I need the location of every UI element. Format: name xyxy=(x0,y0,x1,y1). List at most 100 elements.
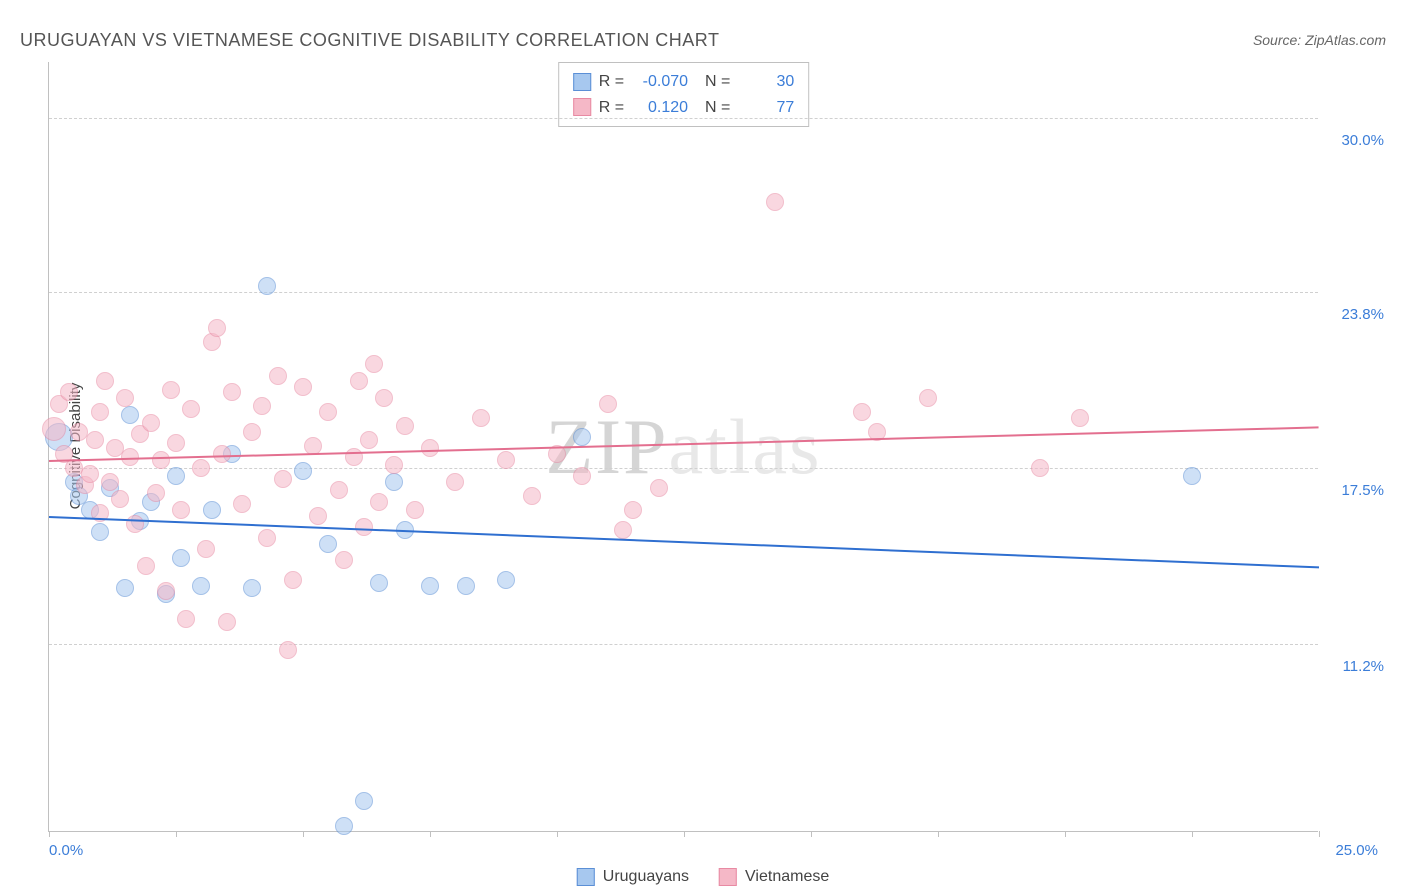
data-point xyxy=(853,403,871,421)
source-label: Source: ZipAtlas.com xyxy=(1253,32,1386,48)
y-tick-label: 23.8% xyxy=(1341,306,1384,323)
n-label: N = xyxy=(696,95,730,121)
data-point xyxy=(309,507,327,525)
x-tick-mark xyxy=(1319,831,1320,837)
data-point xyxy=(319,535,337,553)
data-point xyxy=(573,428,591,446)
data-point xyxy=(919,389,937,407)
data-point xyxy=(126,515,144,533)
data-point xyxy=(86,431,104,449)
data-point xyxy=(350,372,368,390)
x-tick-label-min: 0.0% xyxy=(49,842,83,859)
data-point xyxy=(243,579,261,597)
n-value-vietnamese: 77 xyxy=(738,95,794,121)
data-point xyxy=(355,792,373,810)
n-label: N = xyxy=(696,69,730,95)
data-point xyxy=(172,501,190,519)
legend-swatch-vietnamese xyxy=(719,868,737,886)
data-point xyxy=(192,577,210,595)
data-point xyxy=(1031,459,1049,477)
r-label: R = xyxy=(599,95,624,121)
data-point xyxy=(172,549,190,567)
data-point xyxy=(162,381,180,399)
data-point xyxy=(182,400,200,418)
data-point xyxy=(284,571,302,589)
data-point xyxy=(573,467,591,485)
data-point xyxy=(213,445,231,463)
gridline xyxy=(49,644,1318,645)
data-point xyxy=(421,577,439,595)
data-point xyxy=(360,431,378,449)
data-point xyxy=(650,479,668,497)
chart-container: URUGUAYAN VS VIETNAMESE COGNITIVE DISABI… xyxy=(0,0,1406,892)
x-tick-mark xyxy=(430,831,431,837)
data-point xyxy=(167,467,185,485)
data-point xyxy=(197,540,215,558)
data-point xyxy=(375,389,393,407)
y-tick-label: 17.5% xyxy=(1341,482,1384,499)
data-point xyxy=(111,490,129,508)
data-point xyxy=(624,501,642,519)
data-point xyxy=(223,383,241,401)
data-point xyxy=(152,451,170,469)
legend-swatch-uruguayans xyxy=(577,868,595,886)
data-point xyxy=(406,501,424,519)
data-point xyxy=(370,574,388,592)
data-point xyxy=(472,409,490,427)
data-point xyxy=(192,459,210,477)
data-point xyxy=(60,383,78,401)
x-tick-mark xyxy=(49,831,50,837)
r-label: R = xyxy=(599,69,624,95)
data-point xyxy=(599,395,617,413)
data-point xyxy=(385,456,403,474)
data-point xyxy=(177,610,195,628)
data-point xyxy=(269,367,287,385)
data-point xyxy=(446,473,464,491)
data-point xyxy=(345,448,363,466)
data-point xyxy=(157,582,175,600)
data-point xyxy=(258,277,276,295)
data-point xyxy=(142,414,160,432)
data-point xyxy=(116,389,134,407)
legend-label-vietnamese: Vietnamese xyxy=(745,868,829,886)
y-tick-label: 11.2% xyxy=(1343,658,1384,675)
data-point xyxy=(137,557,155,575)
plot-area: ZIPatlas R = -0.070 N = 30 R = 0.120 N =… xyxy=(48,62,1318,832)
data-point xyxy=(370,493,388,511)
x-tick-mark xyxy=(176,831,177,837)
data-point xyxy=(421,439,439,457)
trendline xyxy=(49,426,1319,462)
data-point xyxy=(385,473,403,491)
data-point xyxy=(335,817,353,835)
header: URUGUAYAN VS VIETNAMESE COGNITIVE DISABI… xyxy=(20,20,1386,60)
data-point xyxy=(294,462,312,480)
data-point xyxy=(497,571,515,589)
x-tick-mark xyxy=(1192,831,1193,837)
x-tick-mark xyxy=(938,831,939,837)
data-point xyxy=(258,529,276,547)
y-tick-label: 30.0% xyxy=(1341,132,1384,149)
r-value-uruguayans: -0.070 xyxy=(632,69,688,95)
data-point xyxy=(274,470,292,488)
data-point xyxy=(1183,467,1201,485)
x-tick-mark xyxy=(1065,831,1066,837)
x-tick-mark xyxy=(684,831,685,837)
data-point xyxy=(147,484,165,502)
gridline xyxy=(49,292,1318,293)
x-tick-mark xyxy=(557,831,558,837)
data-point xyxy=(243,423,261,441)
legend-item-vietnamese: Vietnamese xyxy=(719,868,829,886)
data-point xyxy=(523,487,541,505)
r-value-vietnamese: 0.120 xyxy=(632,95,688,121)
data-point xyxy=(91,403,109,421)
data-point xyxy=(294,378,312,396)
data-point xyxy=(167,434,185,452)
data-point xyxy=(365,355,383,373)
data-point xyxy=(233,495,251,513)
data-point xyxy=(1071,409,1089,427)
data-point xyxy=(396,417,414,435)
data-point xyxy=(91,523,109,541)
x-tick-mark xyxy=(303,831,304,837)
data-point xyxy=(208,319,226,337)
data-point xyxy=(253,397,271,415)
